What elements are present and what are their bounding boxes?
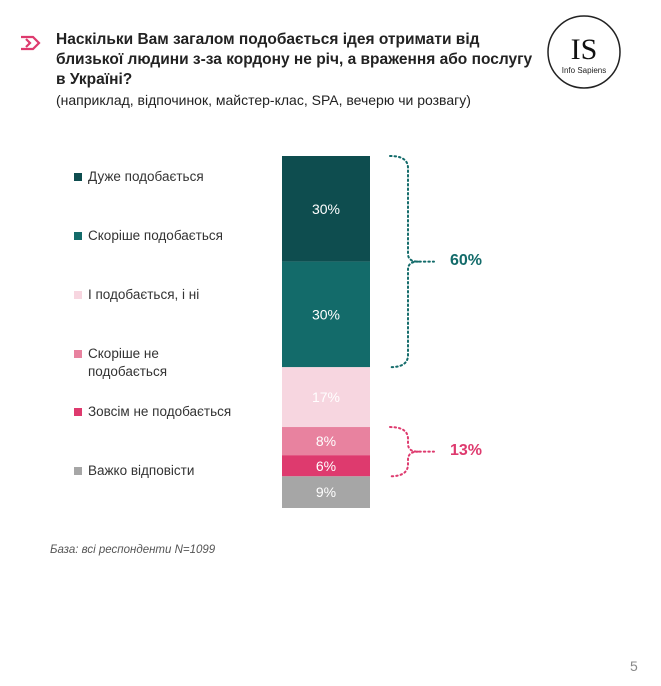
bracket-label-negative: 13% [450, 441, 483, 459]
chart-subtitle: (наприклад, відпочинок, майстер-клас, SP… [56, 92, 471, 108]
data-label: 30% [312, 201, 340, 217]
title-arrow-icon [21, 35, 41, 51]
legend-label: І подобається, і ні [88, 287, 200, 302]
bracket-label-positive: 60% [450, 251, 483, 269]
bracket [389, 155, 435, 369]
data-label: 9% [316, 484, 336, 500]
legend-item: Важко відповісти [74, 462, 274, 480]
legend-item: Скоріше не подобається [74, 345, 274, 381]
bar-segment [282, 156, 370, 262]
legend-label: Важко відповісти [88, 463, 195, 478]
legend-item: Скоріше подобається [74, 227, 274, 245]
data-label: 8% [316, 433, 336, 449]
bracket [389, 426, 435, 478]
legend-swatch [74, 467, 82, 475]
chart-title: Наскільки Вам загалом подобається ідея о… [56, 31, 533, 88]
base-note: База: всі респонденти N=1099 [50, 544, 216, 556]
page-number: 5 [630, 658, 638, 674]
legend-label: Зовсім не подобається [88, 404, 232, 419]
legend-swatch [74, 173, 82, 181]
data-label: 17% [312, 389, 340, 405]
legend-label: Дуже подобається [88, 169, 204, 184]
bar-segment [282, 261, 370, 368]
legend-item: Зовсім не подобається [74, 403, 274, 421]
legend-label: Скоріше не подобається [88, 346, 168, 379]
bar-segment [282, 476, 370, 508]
legend-swatch [74, 291, 82, 299]
legend-swatch [74, 232, 82, 240]
bar-segment [282, 455, 370, 477]
bar-segment [282, 427, 370, 456]
info-sapiens-logo: IS Info Sapiens [547, 15, 621, 89]
logo-name: Info Sapiens [562, 66, 606, 75]
data-label: 6% [316, 458, 336, 474]
bar-segment [282, 367, 370, 428]
data-label: 30% [312, 306, 340, 322]
legend-label: Скоріше подобається [88, 228, 223, 243]
legend-swatch [74, 350, 82, 358]
legend-swatch [74, 408, 82, 416]
logo-initials: IS [571, 33, 598, 66]
legend-item: Дуже подобається [74, 168, 274, 186]
legend-item: І подобається, і ні [74, 286, 274, 304]
